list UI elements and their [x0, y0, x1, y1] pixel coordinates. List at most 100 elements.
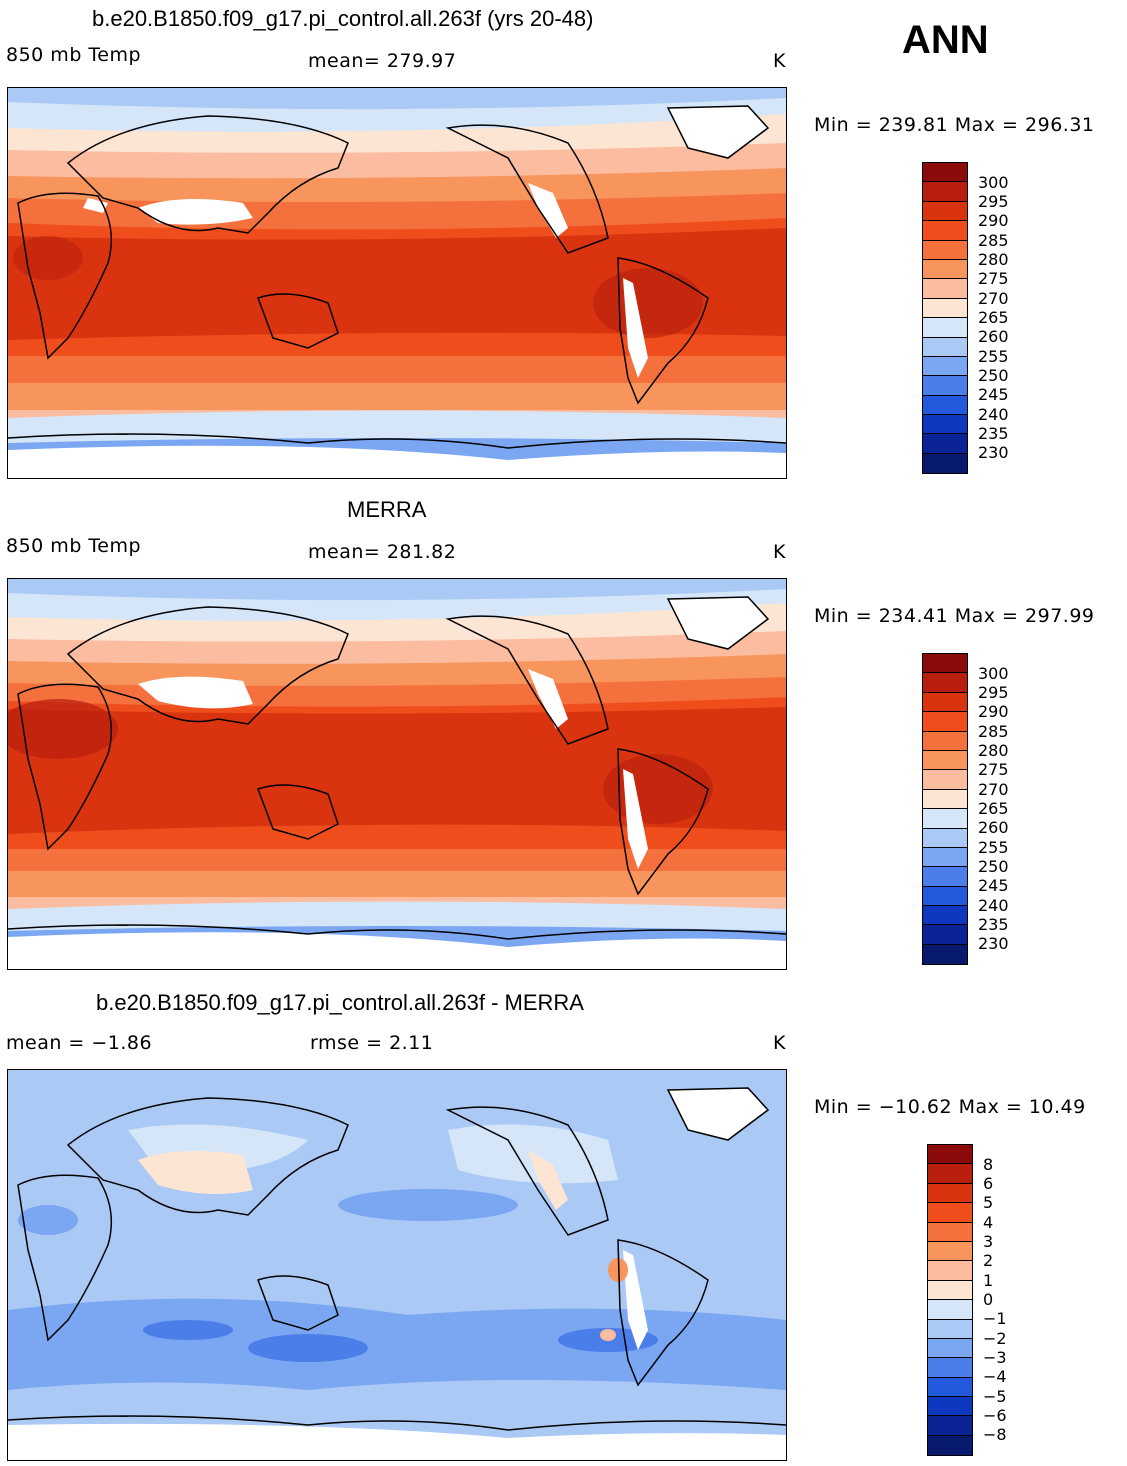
panel-diff-map	[7, 1069, 787, 1461]
colorbar-swatch	[928, 1261, 972, 1281]
colorbar-label: 230	[978, 443, 1009, 462]
colorbar-swatch	[923, 337, 967, 357]
colorbar-label: 295	[978, 192, 1009, 211]
colorbar-label: 250	[978, 366, 1009, 385]
colorbar-swatch	[923, 654, 967, 674]
panel-model-minmax: Min = 239.81 Max = 296.31	[814, 114, 1095, 136]
colorbar-swatch	[928, 1397, 972, 1417]
colorbar-label: 285	[978, 722, 1009, 741]
colorbar-label: 295	[978, 683, 1009, 702]
panel-model-variable: 850 mb Temp	[6, 44, 142, 66]
colorbar-label: 275	[978, 269, 1009, 288]
colorbar-label: −2	[983, 1329, 1007, 1348]
panel-diff-rmse: rmse = 2.11	[310, 1032, 434, 1054]
colorbar-swatch	[923, 847, 967, 868]
panel-model-colorbar-swatches	[922, 162, 968, 475]
colorbar-label: −8	[983, 1425, 1007, 1444]
colorbar-label: 250	[978, 857, 1009, 876]
panel-obs-units: K	[773, 541, 786, 563]
colorbar-swatch	[923, 886, 967, 907]
panel-diff-minmax: Min = −10.62 Max = 10.49	[814, 1096, 1086, 1118]
colorbar-swatch	[928, 1280, 972, 1301]
panel-model-units: K	[773, 50, 786, 72]
colorbar-swatch	[923, 944, 967, 965]
colorbar-swatch	[928, 1377, 972, 1398]
colorbar-swatch	[928, 1222, 972, 1242]
colorbar-swatch	[923, 221, 967, 241]
colorbar-label: 265	[978, 799, 1009, 818]
panel-diff-colorbar-swatches	[927, 1144, 973, 1457]
season-label: ANN	[902, 18, 989, 62]
colorbar-swatch	[928, 1164, 972, 1184]
colorbar-swatch	[923, 828, 967, 848]
colorbar-swatch	[923, 692, 967, 713]
colorbar-label: 230	[978, 934, 1009, 953]
colorbar-swatch	[923, 434, 967, 454]
colorbar-label: 1	[983, 1271, 994, 1290]
colorbar-swatch	[923, 376, 967, 396]
colorbar-label: 5	[983, 1193, 994, 1212]
colorbar-swatch	[923, 712, 967, 732]
colorbar-swatch	[928, 1145, 972, 1165]
panel-obs-minmax: Min = 234.41 Max = 297.99	[814, 605, 1095, 627]
colorbar-swatch	[923, 906, 967, 926]
colorbar-swatch	[928, 1435, 972, 1456]
colorbar-swatch	[923, 395, 967, 416]
colorbar-swatch	[923, 809, 967, 829]
colorbar-swatch	[923, 201, 967, 222]
colorbar-label: 270	[978, 780, 1009, 799]
colorbar-label: 300	[978, 173, 1009, 192]
colorbar-swatch	[923, 279, 967, 299]
colorbar-label: 0	[983, 1290, 994, 1309]
colorbar-swatch	[923, 867, 967, 887]
colorbar-swatch	[923, 731, 967, 751]
colorbar-label: 275	[978, 760, 1009, 779]
colorbar-label: 255	[978, 838, 1009, 857]
colorbar-label: 245	[978, 876, 1009, 895]
colorbar-label: 6	[983, 1174, 994, 1193]
panel-obs-variable: 850 mb Temp	[6, 535, 142, 557]
panel-obs-title: MERRA	[347, 497, 427, 522]
colorbar-label: 290	[978, 211, 1009, 230]
colorbar-label: −1	[983, 1309, 1007, 1328]
colorbar-label: 270	[978, 289, 1009, 308]
colorbar-swatch	[923, 259, 967, 280]
colorbar-swatch	[928, 1416, 972, 1436]
colorbar-label: 235	[978, 915, 1009, 934]
colorbar-label: −6	[983, 1406, 1007, 1425]
colorbar-swatch	[923, 750, 967, 771]
colorbar-swatch	[923, 163, 967, 183]
colorbar-swatch	[928, 1338, 972, 1359]
colorbar-label: 240	[978, 405, 1009, 424]
panel-model-title: b.e20.B1850.f09_g17.pi_control.all.263f …	[92, 6, 594, 31]
colorbar-swatch	[923, 415, 967, 435]
colorbar-label: 3	[983, 1232, 994, 1251]
colorbar-label: 235	[978, 424, 1009, 443]
panel-obs-colorbar-swatches	[922, 653, 968, 966]
colorbar-label: 260	[978, 818, 1009, 837]
colorbar-label: 2	[983, 1251, 994, 1270]
colorbar-label: −3	[983, 1348, 1007, 1367]
panel-model-mean: mean= 279.97	[308, 50, 457, 72]
colorbar-swatch	[928, 1183, 972, 1204]
colorbar-swatch	[923, 318, 967, 338]
colorbar-swatch	[928, 1241, 972, 1262]
panel-obs-map	[7, 578, 787, 970]
colorbar-swatch	[928, 1300, 972, 1320]
colorbar-label: 285	[978, 231, 1009, 250]
colorbar-swatch	[923, 673, 967, 693]
colorbar-label: 8	[983, 1155, 994, 1174]
colorbar-label: 245	[978, 385, 1009, 404]
colorbar-label: 240	[978, 896, 1009, 915]
colorbar-swatch	[923, 789, 967, 810]
panel-model-map	[7, 87, 787, 479]
colorbar-label: 260	[978, 327, 1009, 346]
colorbar-label: 290	[978, 702, 1009, 721]
colorbar-label: 280	[978, 250, 1009, 269]
colorbar-label: 300	[978, 664, 1009, 683]
colorbar-swatch	[923, 298, 967, 319]
colorbar-label: 265	[978, 308, 1009, 327]
colorbar-swatch	[928, 1358, 972, 1378]
colorbar-swatch	[923, 182, 967, 202]
colorbar-label: 4	[983, 1213, 994, 1232]
